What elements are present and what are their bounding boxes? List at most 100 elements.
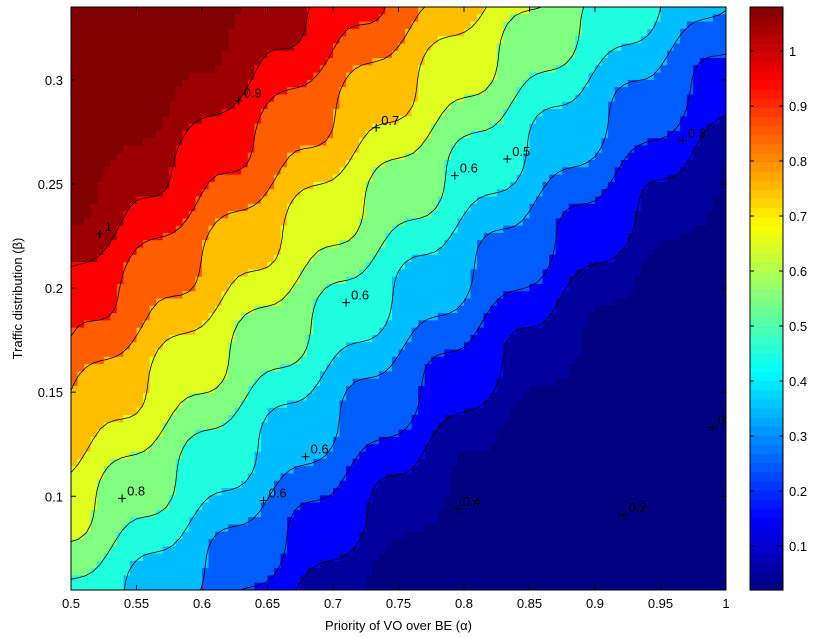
contour-cell bbox=[254, 211, 262, 219]
contour-cell bbox=[195, 7, 203, 15]
contour-cell bbox=[241, 436, 249, 445]
contour-cell bbox=[280, 72, 288, 81]
contour-cell bbox=[103, 240, 111, 249]
contour-cell bbox=[477, 14, 485, 23]
contour-cell bbox=[234, 181, 242, 190]
contour-cell bbox=[97, 116, 105, 125]
contour-cell bbox=[149, 385, 157, 394]
contour-cell bbox=[293, 43, 301, 52]
contour-cell bbox=[228, 269, 236, 278]
contour-cell bbox=[267, 378, 275, 387]
contour-cell bbox=[398, 36, 406, 45]
contour-cell bbox=[143, 371, 151, 380]
contour-cell bbox=[306, 14, 314, 23]
contour-cell bbox=[464, 262, 472, 270]
contour-cell bbox=[274, 123, 282, 132]
contour-cell bbox=[470, 123, 478, 132]
contour-cell bbox=[247, 174, 255, 183]
contour-cell bbox=[123, 181, 131, 190]
contour-cell bbox=[228, 211, 236, 219]
contour-cell bbox=[267, 313, 275, 321]
contour-cell bbox=[280, 313, 288, 321]
contour-cell bbox=[457, 364, 465, 372]
contour-cell bbox=[313, 94, 321, 103]
contour-cell bbox=[182, 378, 190, 387]
contour-cell bbox=[385, 436, 393, 445]
contour-cell bbox=[378, 429, 386, 438]
contour-cell bbox=[175, 531, 183, 540]
contour-cell bbox=[313, 174, 321, 183]
contour-cell bbox=[215, 225, 223, 234]
contour-cell bbox=[156, 385, 164, 394]
contour-cell bbox=[182, 240, 190, 249]
contour-cell bbox=[365, 560, 373, 569]
contour-cell bbox=[90, 334, 98, 343]
contour-cell bbox=[391, 385, 400, 394]
contour-cell bbox=[464, 109, 472, 117]
contour-cell bbox=[398, 582, 406, 590]
contour-cell bbox=[326, 116, 334, 125]
contour-cell bbox=[274, 138, 282, 147]
contour-cell bbox=[90, 94, 98, 103]
contour-cell bbox=[175, 487, 183, 496]
contour-cell bbox=[175, 218, 183, 227]
contour-cell bbox=[293, 79, 301, 88]
contour-cell bbox=[123, 116, 131, 125]
contour-cell bbox=[123, 28, 131, 37]
contour-cell bbox=[254, 342, 262, 351]
contour-cell bbox=[182, 495, 190, 504]
contour-cell bbox=[326, 138, 334, 147]
contour-cell bbox=[457, 451, 465, 460]
contour-cell bbox=[103, 415, 111, 423]
contour-cell bbox=[365, 378, 373, 387]
contour-cell bbox=[208, 254, 216, 263]
contour-cell bbox=[274, 378, 282, 387]
contour-cell bbox=[254, 582, 262, 590]
contour-cell bbox=[398, 313, 406, 321]
contour-cell bbox=[346, 407, 354, 416]
contour-cell bbox=[71, 138, 79, 147]
contour-cell bbox=[110, 130, 118, 139]
contour-cell bbox=[333, 400, 341, 409]
contour-cell bbox=[241, 320, 249, 329]
contour-cell bbox=[470, 43, 478, 52]
contour-cell bbox=[267, 196, 275, 205]
contour-cell bbox=[287, 342, 295, 351]
contour-cell bbox=[90, 211, 98, 219]
contour-cell bbox=[450, 130, 459, 139]
contour-cell bbox=[149, 145, 157, 154]
contour-cell bbox=[464, 495, 472, 504]
contour-cell bbox=[149, 247, 157, 256]
contour-cell bbox=[365, 101, 373, 110]
contour-cell bbox=[391, 553, 400, 562]
contour-cell bbox=[247, 546, 255, 555]
contour-cell bbox=[280, 138, 288, 147]
contour-cell bbox=[97, 79, 105, 88]
contour-cell bbox=[470, 160, 478, 168]
contour-cell bbox=[162, 276, 170, 285]
contour-cell bbox=[129, 473, 138, 482]
contour-cell bbox=[77, 247, 85, 256]
contour-cell bbox=[339, 225, 347, 234]
contour-cell bbox=[391, 145, 400, 154]
contour-cell bbox=[293, 415, 301, 423]
contour-cell bbox=[405, 65, 413, 74]
contour-cell bbox=[391, 101, 400, 110]
contour-cell bbox=[339, 349, 347, 358]
contour-cell bbox=[90, 546, 98, 555]
contour-cell bbox=[457, 247, 465, 256]
contour-cell bbox=[339, 451, 347, 460]
contour-cell bbox=[234, 305, 242, 314]
contour-cell bbox=[359, 269, 367, 278]
contour-cell bbox=[274, 232, 282, 241]
contour-cell bbox=[405, 50, 413, 59]
contour-cell bbox=[136, 487, 144, 496]
contour-cell bbox=[333, 334, 341, 343]
contour-cell bbox=[247, 109, 255, 117]
contour-cell bbox=[228, 123, 236, 132]
contour-cell bbox=[260, 152, 269, 161]
contour-cell bbox=[319, 130, 328, 139]
contour-cell bbox=[326, 21, 334, 30]
contour-cell bbox=[77, 36, 85, 45]
contour-cell bbox=[136, 407, 144, 416]
